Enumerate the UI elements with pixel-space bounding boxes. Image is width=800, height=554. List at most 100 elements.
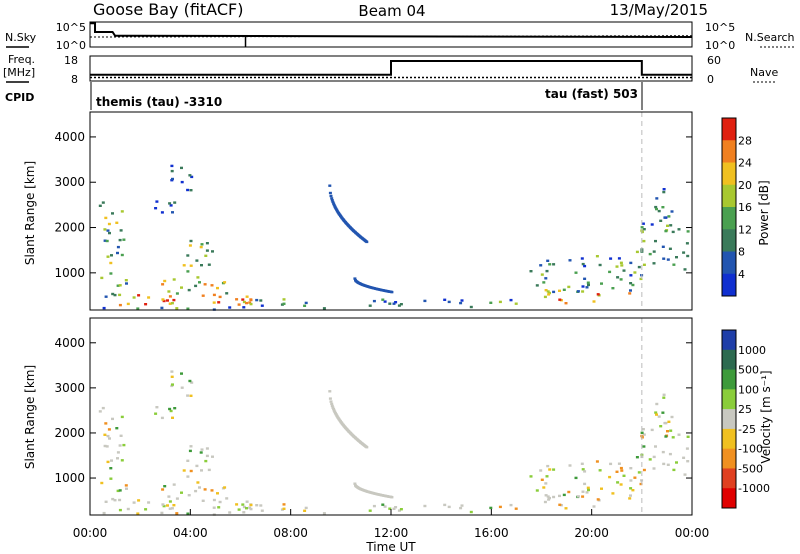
range-cell	[194, 489, 198, 493]
colorbar-segment	[722, 118, 736, 141]
range-cell	[195, 259, 199, 262]
range-cell	[304, 506, 308, 510]
arc-cell	[328, 397, 332, 400]
range-cell	[104, 422, 108, 425]
range-cell	[443, 298, 447, 301]
range-cell	[546, 290, 550, 293]
colorbar-segment	[722, 207, 736, 230]
range-cell	[654, 239, 657, 243]
range-cell	[558, 503, 562, 506]
range-cell	[443, 503, 447, 507]
arc-cell	[332, 407, 336, 411]
range-cell	[664, 229, 668, 233]
range-cell	[609, 462, 613, 466]
range-cell	[394, 301, 398, 304]
range-cell	[633, 271, 637, 274]
range-cell	[201, 499, 205, 502]
range-cell	[652, 250, 656, 253]
range-cell	[235, 298, 239, 301]
range-cell	[668, 247, 672, 250]
range-cell	[617, 257, 621, 260]
range-cell	[596, 498, 600, 501]
range-cell	[212, 506, 216, 509]
range-cell	[662, 188, 666, 191]
range-cell	[106, 434, 110, 438]
range-cell	[686, 435, 690, 438]
velocity-yticks: 1000 2000 3000 4000	[54, 336, 692, 485]
range-cell	[304, 301, 308, 305]
range-cell	[147, 296, 151, 299]
range-cell	[225, 292, 229, 295]
range-cell	[190, 175, 194, 179]
range-cell	[204, 459, 208, 463]
noise-tick-high: 10^5	[56, 21, 86, 34]
range-cell	[650, 223, 654, 226]
x-tick-label: 00:00	[675, 526, 710, 540]
range-cell	[103, 228, 107, 231]
range-cell	[642, 468, 646, 472]
range-cell	[587, 488, 590, 492]
freq-panel-frame	[89, 55, 693, 82]
range-cell	[180, 372, 183, 375]
range-cell	[116, 284, 120, 287]
range-cell	[160, 416, 164, 420]
range-cell	[548, 291, 551, 295]
range-cell	[249, 507, 253, 511]
range-cell	[558, 494, 561, 498]
range-cell	[248, 506, 252, 509]
range-cell	[168, 202, 172, 205]
arc-cell	[333, 206, 337, 209]
range-cell	[137, 294, 141, 297]
range-cell	[210, 284, 214, 287]
range-cell	[322, 307, 326, 310]
range-cell	[168, 295, 172, 298]
x-axis-ticks: 00:00 04:00 08:00 12:00 16:00 20:00 00:00	[73, 509, 710, 540]
range-cell	[102, 306, 106, 310]
range-cell	[586, 486, 590, 489]
range-cell	[171, 211, 174, 214]
range-cell	[111, 212, 114, 215]
colorbar-segment	[722, 369, 736, 390]
range-cell	[201, 294, 205, 297]
range-cell	[170, 384, 174, 388]
range-cell	[564, 507, 568, 510]
y-tick-label: 4000	[54, 336, 85, 350]
range-cell	[282, 503, 286, 506]
range-cell	[119, 229, 123, 232]
colorbar-segment	[722, 330, 736, 351]
range-cell	[639, 277, 643, 281]
range-cell	[372, 299, 376, 303]
range-cell	[205, 242, 209, 245]
range-cell	[168, 302, 172, 305]
range-cell	[552, 290, 556, 294]
range-cell	[282, 302, 286, 305]
range-cell	[242, 306, 246, 309]
range-cell	[546, 464, 550, 468]
range-cell	[619, 483, 623, 486]
range-cell	[303, 509, 307, 512]
range-cell	[109, 477, 113, 480]
range-cell	[686, 460, 690, 463]
range-cell	[126, 302, 130, 306]
range-cell	[182, 469, 186, 472]
range-cell	[664, 435, 668, 438]
range-cell	[662, 257, 666, 260]
range-cell	[171, 416, 174, 419]
range-cell	[186, 254, 190, 257]
date-title: 13/May/2015	[610, 1, 708, 19]
range-cell	[211, 250, 214, 253]
range-cell	[661, 411, 665, 414]
range-cell	[655, 402, 659, 406]
range-cell	[539, 264, 543, 267]
range-cell	[110, 459, 113, 462]
colorbar-segment	[722, 184, 736, 208]
range-cell	[640, 226, 644, 229]
noise-tick-low-right: 10^0	[705, 39, 735, 52]
range-cell	[637, 471, 641, 474]
noise-traces	[89, 22, 693, 47]
range-cell	[423, 504, 427, 508]
colorbar-tick-label: 25	[738, 403, 752, 416]
range-cell	[154, 207, 158, 210]
range-cell	[682, 456, 686, 459]
